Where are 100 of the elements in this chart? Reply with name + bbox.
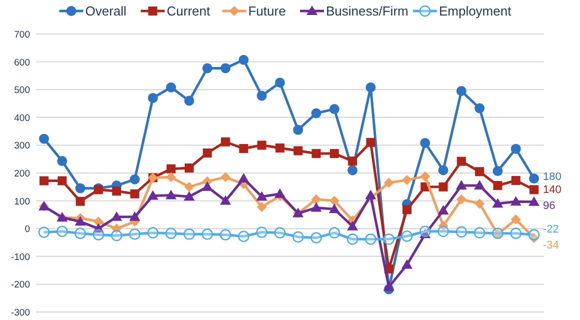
point bbox=[419, 226, 431, 238]
point bbox=[348, 165, 358, 176]
point bbox=[328, 204, 340, 214]
point bbox=[130, 174, 140, 184]
point bbox=[475, 167, 484, 176]
legend-label: Employment bbox=[438, 4, 512, 18]
point bbox=[238, 54, 249, 65]
point bbox=[202, 228, 213, 240]
point bbox=[38, 226, 50, 238]
data-label: -22 bbox=[543, 223, 559, 236]
y-tick-label: 700 bbox=[14, 30, 30, 40]
point bbox=[184, 228, 195, 240]
point bbox=[112, 224, 122, 234]
point bbox=[92, 229, 104, 240]
point bbox=[438, 226, 449, 238]
point bbox=[147, 227, 159, 238]
data-label: 140 bbox=[543, 184, 562, 196]
point bbox=[310, 232, 322, 244]
point bbox=[166, 172, 176, 182]
point bbox=[474, 198, 485, 209]
legend-label: Overall bbox=[85, 4, 127, 18]
point bbox=[492, 166, 503, 176]
point bbox=[438, 182, 448, 192]
point bbox=[274, 227, 286, 238]
point bbox=[438, 165, 448, 176]
point bbox=[147, 190, 158, 200]
point bbox=[58, 176, 67, 186]
point bbox=[347, 220, 358, 230]
point bbox=[438, 205, 449, 215]
point bbox=[330, 149, 339, 158]
point bbox=[420, 171, 430, 182]
point bbox=[402, 174, 412, 185]
point bbox=[40, 176, 48, 186]
point bbox=[529, 174, 539, 184]
point bbox=[529, 233, 539, 244]
point bbox=[329, 196, 340, 206]
point bbox=[528, 229, 540, 240]
point bbox=[384, 178, 394, 188]
point bbox=[456, 180, 467, 190]
point bbox=[166, 190, 177, 200]
point bbox=[474, 180, 486, 190]
point bbox=[239, 144, 248, 154]
y-tick-label: 600 bbox=[14, 57, 30, 68]
point bbox=[474, 227, 486, 238]
data-label: 96 bbox=[543, 200, 556, 212]
point bbox=[312, 149, 321, 158]
legend-label: Business/Firm bbox=[326, 4, 408, 18]
point bbox=[293, 124, 304, 135]
point bbox=[438, 220, 448, 231]
y-tick-label: 100 bbox=[14, 196, 30, 208]
point bbox=[274, 188, 286, 198]
point bbox=[328, 227, 340, 238]
point bbox=[184, 191, 195, 201]
point bbox=[474, 103, 485, 114]
point bbox=[112, 186, 122, 196]
point bbox=[220, 63, 230, 74]
point bbox=[456, 194, 466, 204]
point bbox=[220, 195, 231, 205]
point bbox=[493, 181, 502, 190]
point bbox=[166, 164, 176, 174]
point bbox=[310, 202, 322, 212]
point bbox=[57, 156, 68, 166]
point bbox=[420, 138, 430, 148]
data-label: 180 bbox=[543, 171, 562, 184]
point bbox=[129, 228, 140, 240]
point bbox=[93, 216, 104, 227]
point bbox=[75, 183, 86, 194]
point bbox=[39, 134, 49, 144]
point bbox=[74, 228, 86, 239]
point bbox=[401, 259, 412, 269]
point bbox=[366, 138, 376, 147]
point bbox=[366, 82, 376, 92]
point bbox=[275, 143, 284, 152]
point bbox=[202, 181, 213, 191]
point bbox=[238, 173, 250, 183]
point bbox=[510, 196, 522, 206]
point bbox=[238, 230, 250, 242]
point bbox=[492, 198, 504, 208]
point bbox=[456, 156, 466, 166]
point bbox=[202, 148, 212, 158]
point bbox=[256, 191, 268, 201]
point bbox=[256, 226, 268, 238]
point bbox=[274, 78, 285, 88]
point bbox=[294, 146, 303, 156]
point bbox=[165, 228, 177, 239]
point bbox=[148, 92, 158, 103]
y-tick-label: 500 bbox=[14, 85, 30, 96]
point bbox=[456, 226, 468, 238]
point bbox=[365, 234, 376, 245]
y-tick-label: 300 bbox=[14, 140, 30, 152]
point bbox=[184, 96, 194, 106]
legend-label: Future bbox=[248, 4, 286, 18]
point bbox=[383, 234, 394, 245]
point bbox=[510, 214, 521, 224]
point bbox=[256, 90, 267, 101]
point bbox=[220, 137, 230, 146]
point bbox=[456, 86, 466, 96]
point bbox=[130, 189, 140, 198]
point bbox=[346, 234, 358, 245]
point bbox=[511, 176, 520, 186]
